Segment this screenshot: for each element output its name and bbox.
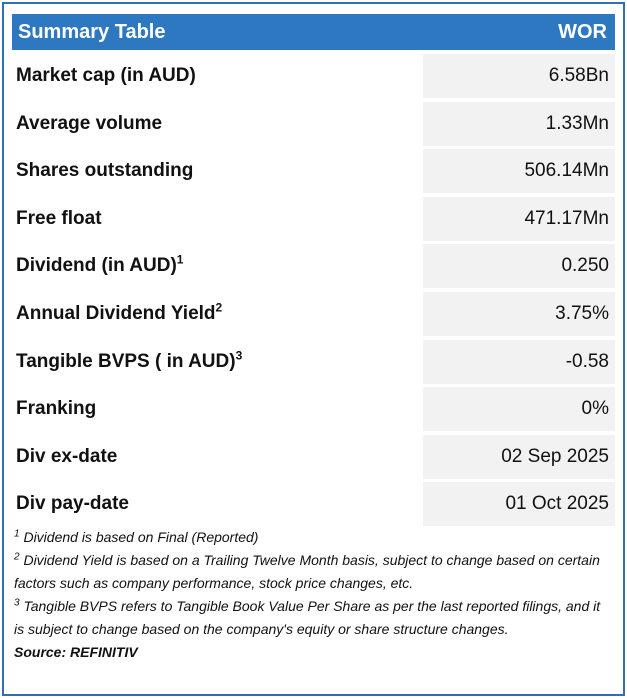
footnote-mark: 1 [176, 253, 184, 268]
table-row: Div pay-date 01 Oct 2025 [12, 482, 615, 527]
table-row: Market cap (in AUD) 6.58Bn [12, 54, 615, 98]
table-row: Average volume 1.33Mn [12, 101, 615, 146]
table-header: Summary Table WOR [12, 14, 615, 50]
row-value: 0.250 [423, 244, 615, 289]
label-text: Free float [16, 207, 102, 229]
label-text: Tangible BVPS ( in AUD) [16, 350, 236, 372]
table-row: Free float 471.17Mn [12, 196, 615, 241]
row-label: Market cap (in AUD) [16, 54, 196, 98]
row-label: Average volume [16, 102, 162, 146]
table-row: Div ex-date 02 Sep 2025 [12, 434, 615, 479]
row-value: 02 Sep 2025 [423, 434, 615, 479]
row-label: Franking [16, 387, 96, 431]
row-value: 1.33Mn [423, 101, 615, 146]
row-label: Div pay-date [16, 482, 129, 526]
label-text: Franking [16, 398, 97, 420]
row-label: Shares outstanding [16, 149, 193, 193]
table-row: Dividend (in AUD)1 0.250 [12, 244, 615, 289]
row-label: Div ex-date [16, 435, 117, 479]
row-value: 6.58Bn [423, 54, 615, 98]
label-text: Shares outstanding [16, 160, 194, 182]
footnotes: 1 Dividend is based on Final (Reported) 2… [14, 526, 612, 664]
row-label: Free float [16, 197, 102, 241]
ticker: WOR [558, 21, 607, 43]
row-value: 01 Oct 2025 [423, 482, 615, 527]
label-text: Annual Dividend Yield [16, 303, 216, 324]
row-label: Annual Dividend Yield2 [16, 292, 222, 336]
table-title: Summary Table [18, 21, 166, 43]
label-text: Dividend (in AUD) [16, 255, 177, 277]
footnote: 1 Dividend is based on Final (Reported) [14, 526, 612, 549]
footnote-mark: 1 [14, 528, 20, 540]
row-value: 506.14Mn [423, 149, 615, 194]
label-text: Market cap (in AUD) [16, 65, 196, 86]
label-text: Average volume [16, 112, 163, 134]
source: Source: REFINITIV [14, 644, 138, 660]
footnote-text: Dividend is based on Final (Reported) [23, 529, 259, 545]
table-row: Franking 0% [12, 387, 615, 432]
row-label: Dividend (in AUD)1 [16, 244, 183, 288]
row-value: -0.58 [423, 339, 615, 384]
footnote-mark: 3 [14, 597, 20, 609]
row-value: 3.75% [423, 292, 615, 336]
row-value: 471.17Mn [423, 196, 615, 241]
row-value: 0% [423, 387, 615, 432]
table-row: Tangible BVPS ( in AUD)3 -0.58 [12, 339, 615, 384]
label-text: Div pay-date [16, 493, 129, 515]
footnote-mark: 2 [215, 300, 223, 315]
footnote-text: Tangible BVPS refers to Tangible Book Va… [14, 598, 601, 637]
table-row: Annual Dividend Yield2 3.75% [12, 292, 615, 336]
label-text: Div ex-date [16, 445, 118, 467]
footnote: 3 Tangible BVPS refers to Tangible Book … [14, 595, 612, 641]
footnote-mark: 2 [14, 551, 20, 563]
footnote-mark: 3 [235, 348, 243, 363]
table-row: Shares outstanding 506.14Mn [12, 149, 615, 194]
footnote: 2 Dividend Yield is based on a Trailing … [14, 549, 612, 595]
row-label: Tangible BVPS ( in AUD)3 [16, 340, 242, 384]
footnote-text: Dividend Yield is based on a Trailing Tw… [14, 552, 600, 591]
